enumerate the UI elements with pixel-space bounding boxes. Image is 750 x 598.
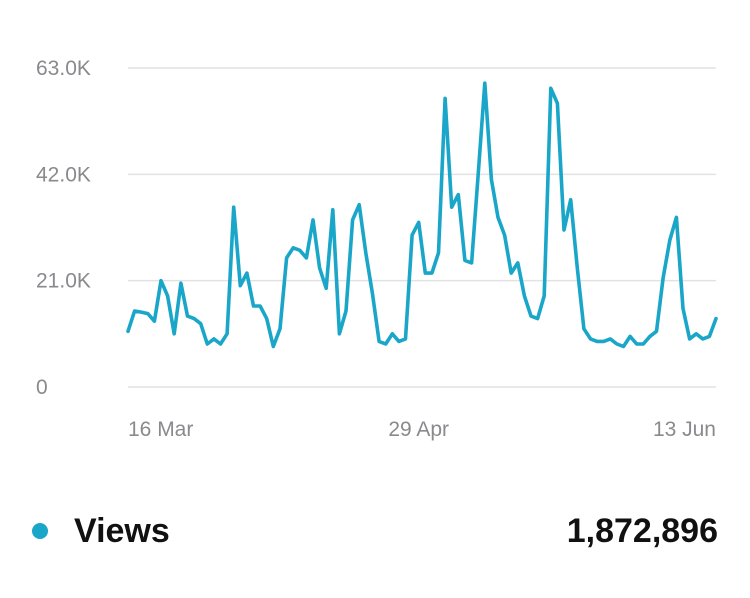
views-total: 1,872,896	[566, 511, 718, 550]
x-tick-label: 29 Apr	[388, 418, 449, 441]
y-tick-label: 0	[36, 376, 48, 399]
legend: Views 1,872,896	[30, 506, 718, 556]
y-tick-label: 21.0K	[36, 270, 91, 293]
views-line-chart: 0 21.0K 42.0K 63.0K 16 Mar 29 Apr 13 Jun	[36, 57, 718, 441]
x-tick-label: 16 Mar	[128, 418, 193, 441]
x-tick-label: 13 Jun	[653, 418, 716, 441]
y-tick-label: 42.0K	[36, 163, 91, 186]
legend-label: Views	[74, 511, 170, 550]
series-color-dot	[32, 523, 48, 539]
y-tick-label: 63.0K	[36, 57, 91, 80]
views-series-line	[126, 81, 718, 349]
